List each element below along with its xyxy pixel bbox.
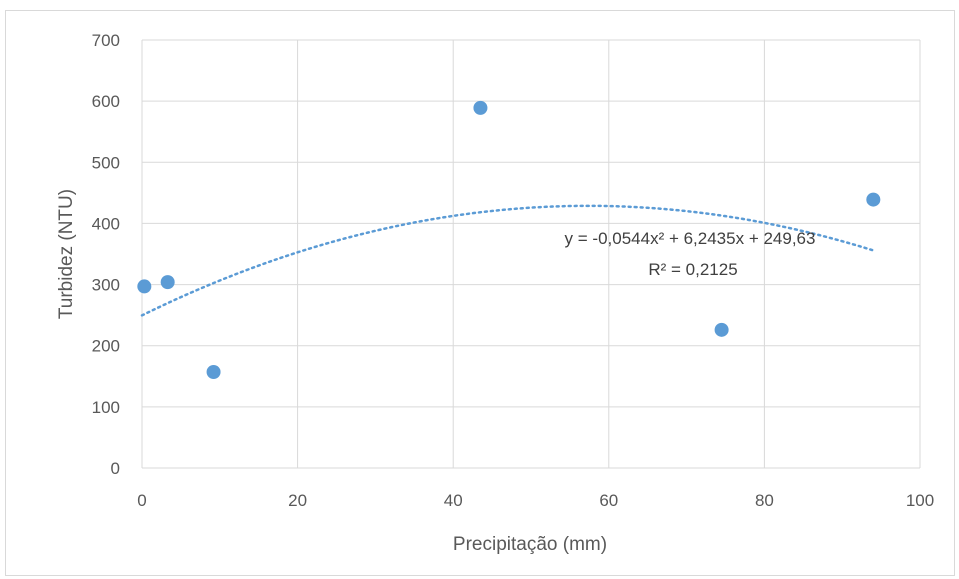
trendline bbox=[140, 204, 875, 317]
data-points bbox=[137, 100, 881, 380]
tick-labels: 0 100 200 300 400 500 600 700 0 20 40 60 80 100 bbox=[92, 31, 935, 510]
x-tick-label: 60 bbox=[599, 491, 618, 510]
data-point bbox=[866, 192, 881, 207]
y-tick-label: 400 bbox=[92, 214, 120, 233]
x-tick-label: 0 bbox=[137, 491, 146, 510]
y-axis-title: Turbidez (NTU) bbox=[56, 189, 77, 319]
y-tick-label: 200 bbox=[92, 337, 120, 356]
y-tick-label: 600 bbox=[92, 92, 120, 111]
trendline-r2: R² = 0,2125 bbox=[648, 260, 737, 279]
y-tick-label: 100 bbox=[92, 398, 120, 417]
data-point bbox=[714, 322, 729, 337]
x-axis-title: Precipitação (mm) bbox=[453, 534, 607, 555]
gridlines bbox=[141, 39, 921, 469]
x-tick-label: 80 bbox=[755, 491, 774, 510]
y-tick-label: 300 bbox=[92, 276, 120, 295]
x-tick-label: 100 bbox=[906, 491, 934, 510]
data-point bbox=[137, 279, 152, 294]
data-point bbox=[473, 100, 488, 115]
y-tick-label: 700 bbox=[92, 31, 120, 50]
y-tick-label: 500 bbox=[92, 153, 120, 172]
data-point bbox=[206, 365, 221, 380]
x-tick-label: 40 bbox=[444, 491, 463, 510]
y-tick-label: 0 bbox=[111, 459, 120, 478]
trendline-equation: y = -0,0544x² + 6,2435x + 249,63 bbox=[565, 229, 816, 248]
data-point bbox=[160, 275, 175, 290]
x-tick-label: 20 bbox=[288, 491, 307, 510]
